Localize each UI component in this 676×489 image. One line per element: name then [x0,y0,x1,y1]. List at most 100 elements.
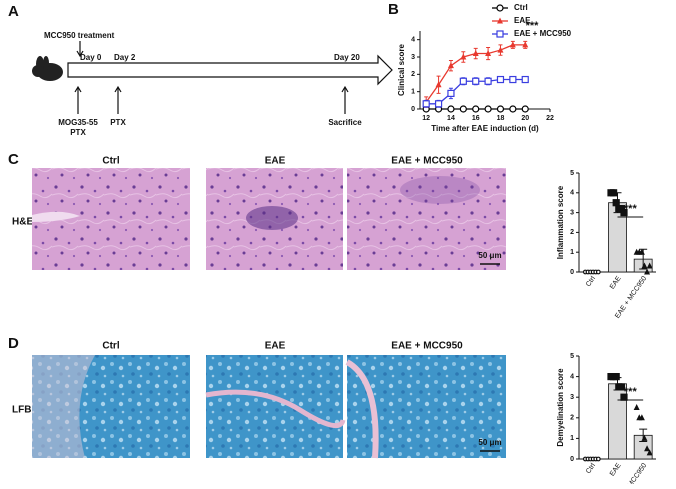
annotation: *** [624,386,638,398]
legend-label: EAE + MCC950 [514,29,572,38]
y-tick-label: 5 [570,170,574,177]
row-label: LFB [12,405,31,416]
column-header: EAE [265,341,286,352]
marker [447,89,455,98]
marker [497,46,504,53]
y-tick-label: 4 [411,37,415,44]
data-point [609,189,618,197]
y-tick-label: 1 [411,89,415,96]
data-point [644,445,651,452]
marker [472,50,479,57]
column-header: EAE [265,156,286,167]
y-axis-label: Clinical score [397,43,406,96]
marker [472,105,480,113]
y-tick-label: 2 [411,71,415,78]
data-point [644,268,651,275]
marker [484,105,492,113]
x-tick-label: EAE [609,275,623,291]
marker [447,105,455,113]
marker [484,77,492,85]
column-header: Ctrl [102,341,119,352]
marker [521,105,529,113]
data-point [641,434,648,441]
arrow-head [76,50,84,58]
scale-bar-label: 50 μm [478,251,501,260]
marker [447,62,454,69]
y-tick-label: 3 [411,54,415,61]
marker [496,105,505,113]
marker [435,81,442,88]
x-tick-label: EAE [609,462,623,478]
x-tick-label: 16 [472,115,480,122]
data-point [595,456,601,462]
day-label: Day 2 [114,53,136,62]
marker [459,77,467,85]
y-axis-label: Inflammation score [556,185,565,259]
marker [472,77,480,85]
panel-letter: C [8,151,19,168]
legend-label: Ctrl [514,3,528,12]
panel-letter: D [8,335,19,352]
marker [521,75,529,84]
day-label: Day 20 [334,53,360,62]
y-tick-label: 2 [570,415,574,422]
event-label: PTX [70,128,86,137]
data-point [638,248,645,255]
mouse-icon [32,56,63,81]
marker [509,41,516,48]
timeline-arrow [67,54,393,86]
marker [509,75,517,84]
legend-label: EAE [514,16,531,25]
event-label: PTX [110,118,126,127]
panel-letter: B [388,1,399,18]
data-point [641,262,648,269]
marker [522,41,529,48]
column-header: Ctrl [102,156,119,167]
y-tick-label: 0 [411,106,415,113]
treatment-label: MCC950 treatment [44,31,115,40]
y-tick-label: 0 [570,269,574,276]
event-label: Sacrifice [328,118,362,127]
data-point [646,449,653,456]
panel-letter: A [8,3,19,20]
x-tick-label: 12 [422,115,430,122]
data-point [617,383,626,391]
he-images [32,168,506,270]
marker [434,100,443,108]
x-tick-label: 18 [497,115,505,122]
legend-marker [496,4,504,12]
y-tick-label: 2 [570,229,574,236]
y-tick-label: 1 [570,435,574,442]
marker [460,53,467,60]
legend-marker [496,30,504,38]
y-tick-label: 4 [570,190,574,197]
y-tick-label: 3 [570,209,574,216]
row-label: H&E [12,217,33,228]
marker [422,100,430,108]
lfb-images [32,355,506,459]
up-arrows [74,85,349,114]
marker [496,75,505,84]
scale-bar-label: 50 μm [478,438,501,447]
event-label: MOG35-55 [58,118,98,127]
column-header: EAE + MCC950 [391,341,463,352]
y-tick-label: 1 [570,249,574,256]
y-axis-label: Demyelination score [556,368,565,447]
marker [509,105,517,113]
marker [485,50,492,57]
x-tick-label: Ctrl [585,462,597,475]
data-point [620,209,628,217]
data-point [612,373,620,381]
marker [459,105,467,113]
annotation: *** [624,203,638,215]
day-label: Day 0 [80,53,102,62]
column-header: EAE + MCC950 [391,156,463,167]
x-axis-label: Time after EAE induction (d) [431,124,539,133]
x-tick-label: Ctrl [585,275,597,288]
y-tick-label: 3 [570,394,574,401]
data-point [633,404,640,410]
data-point [595,269,601,275]
x-tick-label: 20 [521,115,529,122]
legend-marker [497,17,503,24]
data-point [638,414,645,421]
